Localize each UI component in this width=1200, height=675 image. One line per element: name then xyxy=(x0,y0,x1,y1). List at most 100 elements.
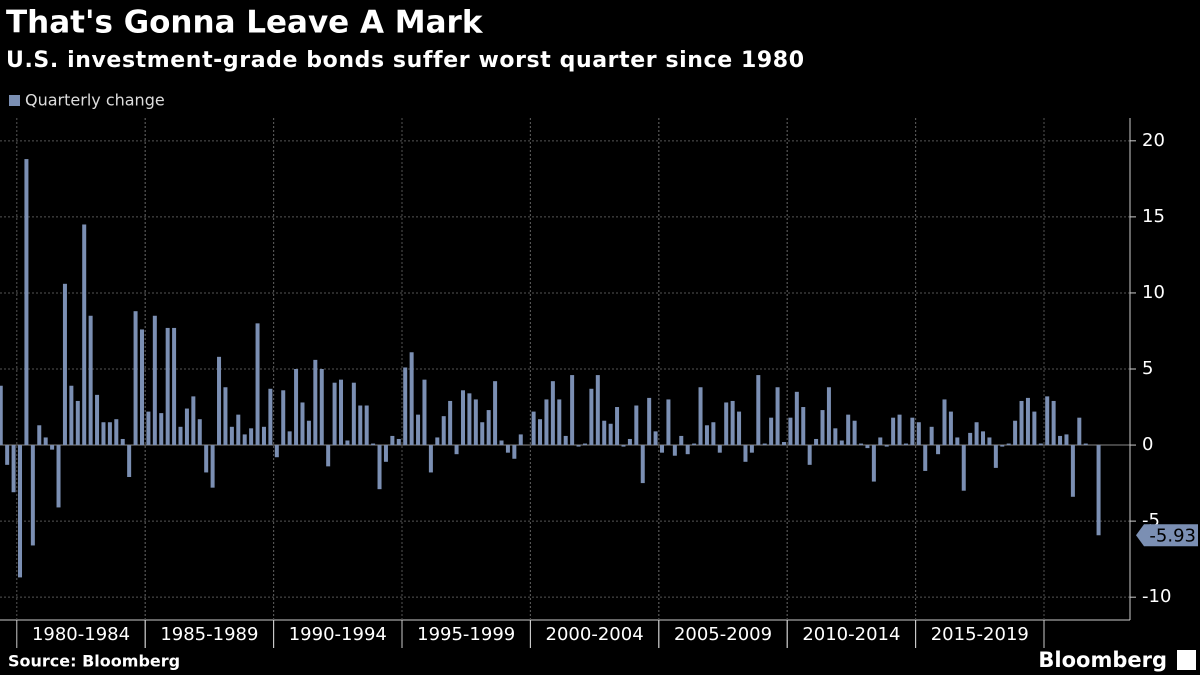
bar xyxy=(460,390,465,446)
bar xyxy=(0,385,3,446)
x-tick-label: 2005-2009 xyxy=(674,624,772,645)
bar xyxy=(582,443,587,446)
bar xyxy=(351,382,356,446)
bar xyxy=(1025,397,1030,446)
bar xyxy=(897,414,902,446)
bar xyxy=(871,445,876,482)
bar xyxy=(1038,443,1043,446)
bar xyxy=(88,315,93,446)
bar xyxy=(531,411,536,446)
bar xyxy=(50,445,55,450)
bar xyxy=(43,437,48,446)
bar xyxy=(473,399,478,446)
bar xyxy=(544,399,549,446)
bar xyxy=(570,375,575,446)
bar xyxy=(685,445,690,455)
y-tick-label: 5 xyxy=(1142,358,1153,379)
bar xyxy=(1032,411,1037,446)
chart-title: That's Gonna Leave A Mark xyxy=(6,5,484,41)
bar xyxy=(679,435,684,446)
bar xyxy=(653,431,658,446)
bar xyxy=(801,407,806,446)
bar xyxy=(505,445,510,453)
bar xyxy=(261,426,266,446)
bar xyxy=(1019,400,1024,446)
x-tick-label: 2000-2004 xyxy=(546,624,644,645)
value-label: -5.93 xyxy=(1149,525,1196,546)
bar xyxy=(518,434,523,446)
bar xyxy=(281,390,286,446)
bar xyxy=(916,422,921,446)
bar xyxy=(249,428,254,446)
bar xyxy=(826,387,831,446)
bar xyxy=(339,379,344,446)
bar xyxy=(287,431,292,446)
bar xyxy=(127,445,132,478)
value-label-box xyxy=(1136,524,1198,547)
bar xyxy=(814,438,819,446)
bar xyxy=(191,396,196,446)
bar xyxy=(756,375,761,446)
bar xyxy=(82,224,87,446)
bar xyxy=(968,432,973,446)
bar xyxy=(704,425,709,446)
bar xyxy=(846,414,851,446)
bar xyxy=(24,159,29,446)
bar xyxy=(467,393,472,446)
x-tick-label: 1980-1984 xyxy=(32,624,130,645)
bar xyxy=(403,367,408,446)
bar xyxy=(589,388,594,446)
bar xyxy=(383,445,388,462)
bar xyxy=(75,400,80,446)
bar xyxy=(95,394,100,446)
bar xyxy=(409,352,414,446)
bar xyxy=(210,445,215,488)
bar xyxy=(794,391,799,446)
bar xyxy=(557,399,562,446)
bar xyxy=(56,445,61,508)
bar xyxy=(987,437,992,446)
bar xyxy=(852,420,857,446)
bar xyxy=(184,408,189,446)
bar xyxy=(807,445,812,465)
bar xyxy=(313,359,318,446)
bar xyxy=(839,440,844,446)
x-tick-label: 2010-2014 xyxy=(802,624,900,645)
bar xyxy=(666,399,671,446)
bar xyxy=(274,445,279,458)
bar xyxy=(332,382,337,446)
bar xyxy=(884,445,889,447)
bar xyxy=(936,445,941,455)
bar xyxy=(499,440,504,446)
bar xyxy=(961,445,966,491)
bar xyxy=(107,422,112,446)
bar xyxy=(493,381,498,446)
bar xyxy=(743,445,748,462)
bar xyxy=(563,435,568,446)
bar xyxy=(242,434,247,446)
bar xyxy=(730,400,735,446)
bar xyxy=(480,422,485,446)
bar xyxy=(737,411,742,446)
bar xyxy=(69,385,74,446)
bar xyxy=(948,411,953,446)
x-tick-label: 1990-1994 xyxy=(289,624,387,645)
bar xyxy=(910,417,915,446)
bar xyxy=(133,311,138,446)
bar xyxy=(428,445,433,473)
bar xyxy=(139,329,144,446)
bar xyxy=(602,420,607,446)
bar xyxy=(377,445,382,490)
x-tick-label: 1985-1989 xyxy=(160,624,258,645)
bar xyxy=(903,443,908,446)
bar xyxy=(62,283,67,446)
bar xyxy=(769,417,774,446)
legend-label: Quarterly change xyxy=(25,91,165,110)
bar xyxy=(929,426,934,446)
bar xyxy=(30,445,35,546)
bar xyxy=(1096,445,1101,536)
bar xyxy=(993,445,998,468)
bar xyxy=(1070,445,1075,497)
bar xyxy=(698,387,703,446)
bar xyxy=(615,407,620,446)
